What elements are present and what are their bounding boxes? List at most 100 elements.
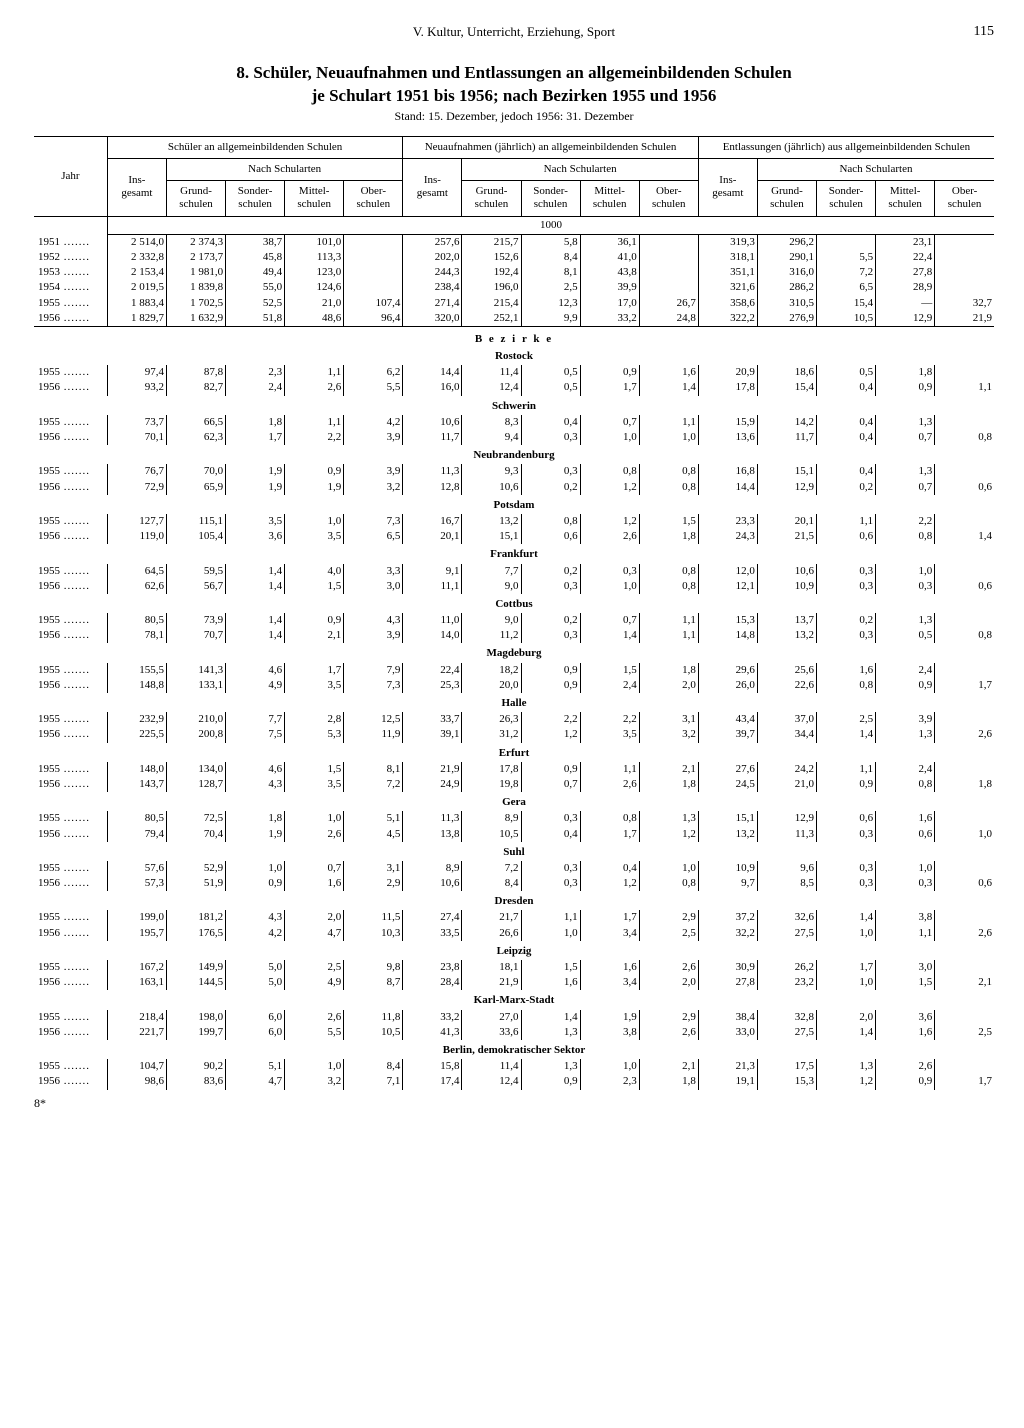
data-cell: 16,0 bbox=[403, 380, 462, 395]
data-cell: 0,4 bbox=[521, 415, 580, 430]
data-cell: 123,0 bbox=[285, 265, 344, 280]
data-cell: 1,8 bbox=[639, 1074, 698, 1089]
data-cell: 7,7 bbox=[462, 564, 521, 579]
region-name: Neubrandenburg bbox=[34, 445, 994, 464]
data-cell: 19,8 bbox=[462, 777, 521, 792]
data-cell: 0,3 bbox=[521, 811, 580, 826]
data-cell: 6,0 bbox=[226, 1010, 285, 1025]
data-cell: 1,3 bbox=[876, 727, 935, 742]
data-cell: 9,0 bbox=[462, 613, 521, 628]
data-cell: 4,9 bbox=[226, 678, 285, 693]
data-cell: 1,9 bbox=[226, 464, 285, 479]
data-cell: 33,6 bbox=[462, 1025, 521, 1040]
data-cell: 0,3 bbox=[817, 628, 876, 643]
data-cell bbox=[935, 910, 994, 925]
data-cell bbox=[935, 415, 994, 430]
data-cell: 0,3 bbox=[521, 861, 580, 876]
data-cell: 1,5 bbox=[285, 579, 344, 594]
data-cell: 0,8 bbox=[876, 777, 935, 792]
year-cell: 1955 bbox=[34, 811, 107, 826]
bezirke-heading: B e z i r k e bbox=[34, 326, 994, 346]
data-cell: 1,0 bbox=[580, 1059, 639, 1074]
data-cell: 0,9 bbox=[226, 876, 285, 891]
data-cell: 24,9 bbox=[403, 777, 462, 792]
data-cell: 13,6 bbox=[698, 430, 757, 445]
data-cell: 0,3 bbox=[817, 564, 876, 579]
data-cell: 1,0 bbox=[285, 514, 344, 529]
data-cell: 1,7 bbox=[817, 960, 876, 975]
data-cell: 23,2 bbox=[757, 975, 816, 990]
data-cell bbox=[935, 280, 994, 295]
data-cell bbox=[935, 464, 994, 479]
data-cell: 0,3 bbox=[817, 827, 876, 842]
data-cell: 21,9 bbox=[935, 311, 994, 327]
data-cell: 1,9 bbox=[285, 480, 344, 495]
year-cell: 1953 bbox=[34, 265, 107, 280]
group-schueler: Schüler an allgemeinbildenden Schulen bbox=[107, 136, 402, 158]
data-cell: 2,9 bbox=[639, 1010, 698, 1025]
data-cell: 0,6 bbox=[817, 529, 876, 544]
data-cell: 1,3 bbox=[876, 415, 935, 430]
data-cell: 15,8 bbox=[403, 1059, 462, 1074]
data-cell: 3,8 bbox=[580, 1025, 639, 1040]
data-cell: 32,7 bbox=[935, 296, 994, 311]
data-cell: 1,0 bbox=[817, 926, 876, 941]
col-grund3: Grund-schulen bbox=[757, 181, 816, 216]
data-cell: 11,3 bbox=[403, 464, 462, 479]
data-cell: 1,4 bbox=[817, 910, 876, 925]
data-cell: 134,0 bbox=[166, 762, 225, 777]
data-cell bbox=[344, 234, 403, 250]
data-cell: 3,5 bbox=[285, 678, 344, 693]
data-cell: 1,3 bbox=[876, 464, 935, 479]
data-cell: 10,6 bbox=[757, 564, 816, 579]
data-cell: 1,7 bbox=[580, 380, 639, 395]
data-cell: 351,1 bbox=[698, 265, 757, 280]
title-line-1: 8. Schüler, Neuaufnahmen und Entlassunge… bbox=[236, 63, 791, 82]
data-cell: 1,4 bbox=[521, 1010, 580, 1025]
data-cell: 3,6 bbox=[226, 529, 285, 544]
data-cell: 1,1 bbox=[521, 910, 580, 925]
data-cell: 1,0 bbox=[817, 975, 876, 990]
year-cell: 1955 bbox=[34, 415, 107, 430]
data-cell: 62,3 bbox=[166, 430, 225, 445]
data-cell bbox=[935, 861, 994, 876]
data-cell: 70,4 bbox=[166, 827, 225, 842]
data-cell: 0,4 bbox=[817, 415, 876, 430]
col-ober3: Ober-schulen bbox=[935, 181, 994, 216]
data-cell: 152,6 bbox=[462, 250, 521, 265]
data-cell: 2 332,8 bbox=[107, 250, 166, 265]
data-cell: 0,6 bbox=[817, 811, 876, 826]
data-cell: 1,4 bbox=[580, 628, 639, 643]
year-cell: 1955 bbox=[34, 514, 107, 529]
data-cell: 244,3 bbox=[403, 265, 462, 280]
data-cell: 21,3 bbox=[698, 1059, 757, 1074]
data-cell: 1,3 bbox=[521, 1059, 580, 1074]
data-cell: 0,7 bbox=[580, 613, 639, 628]
year-cell: 1955 bbox=[34, 712, 107, 727]
data-cell: 1,4 bbox=[226, 628, 285, 643]
data-cell bbox=[344, 280, 403, 295]
data-cell: 5,0 bbox=[226, 975, 285, 990]
data-cell: 0,9 bbox=[521, 678, 580, 693]
year-cell: 1956 bbox=[34, 926, 107, 941]
data-cell: 39,7 bbox=[698, 727, 757, 742]
data-cell: 3,9 bbox=[344, 464, 403, 479]
data-cell: 0,7 bbox=[285, 861, 344, 876]
data-cell: 0,3 bbox=[521, 628, 580, 643]
data-cell: 1,8 bbox=[226, 415, 285, 430]
data-cell: 316,0 bbox=[757, 265, 816, 280]
data-cell: 4,3 bbox=[344, 613, 403, 628]
data-cell: 1 883,4 bbox=[107, 296, 166, 311]
data-cell: 0,3 bbox=[521, 876, 580, 891]
data-cell: 1,9 bbox=[226, 480, 285, 495]
stand-note: Stand: 15. Dezember, jedoch 1956: 31. De… bbox=[34, 109, 994, 123]
data-cell: 113,3 bbox=[285, 250, 344, 265]
data-cell: 0,8 bbox=[639, 876, 698, 891]
data-cell: 0,9 bbox=[521, 762, 580, 777]
page-title: 8. Schüler, Neuaufnahmen und Entlassunge… bbox=[34, 62, 994, 108]
data-cell: 3,9 bbox=[344, 628, 403, 643]
data-cell: 2,6 bbox=[285, 1010, 344, 1025]
data-cell: 210,0 bbox=[166, 712, 225, 727]
data-cell: 0,3 bbox=[580, 564, 639, 579]
col-ins2: Ins-gesamt bbox=[403, 159, 462, 217]
